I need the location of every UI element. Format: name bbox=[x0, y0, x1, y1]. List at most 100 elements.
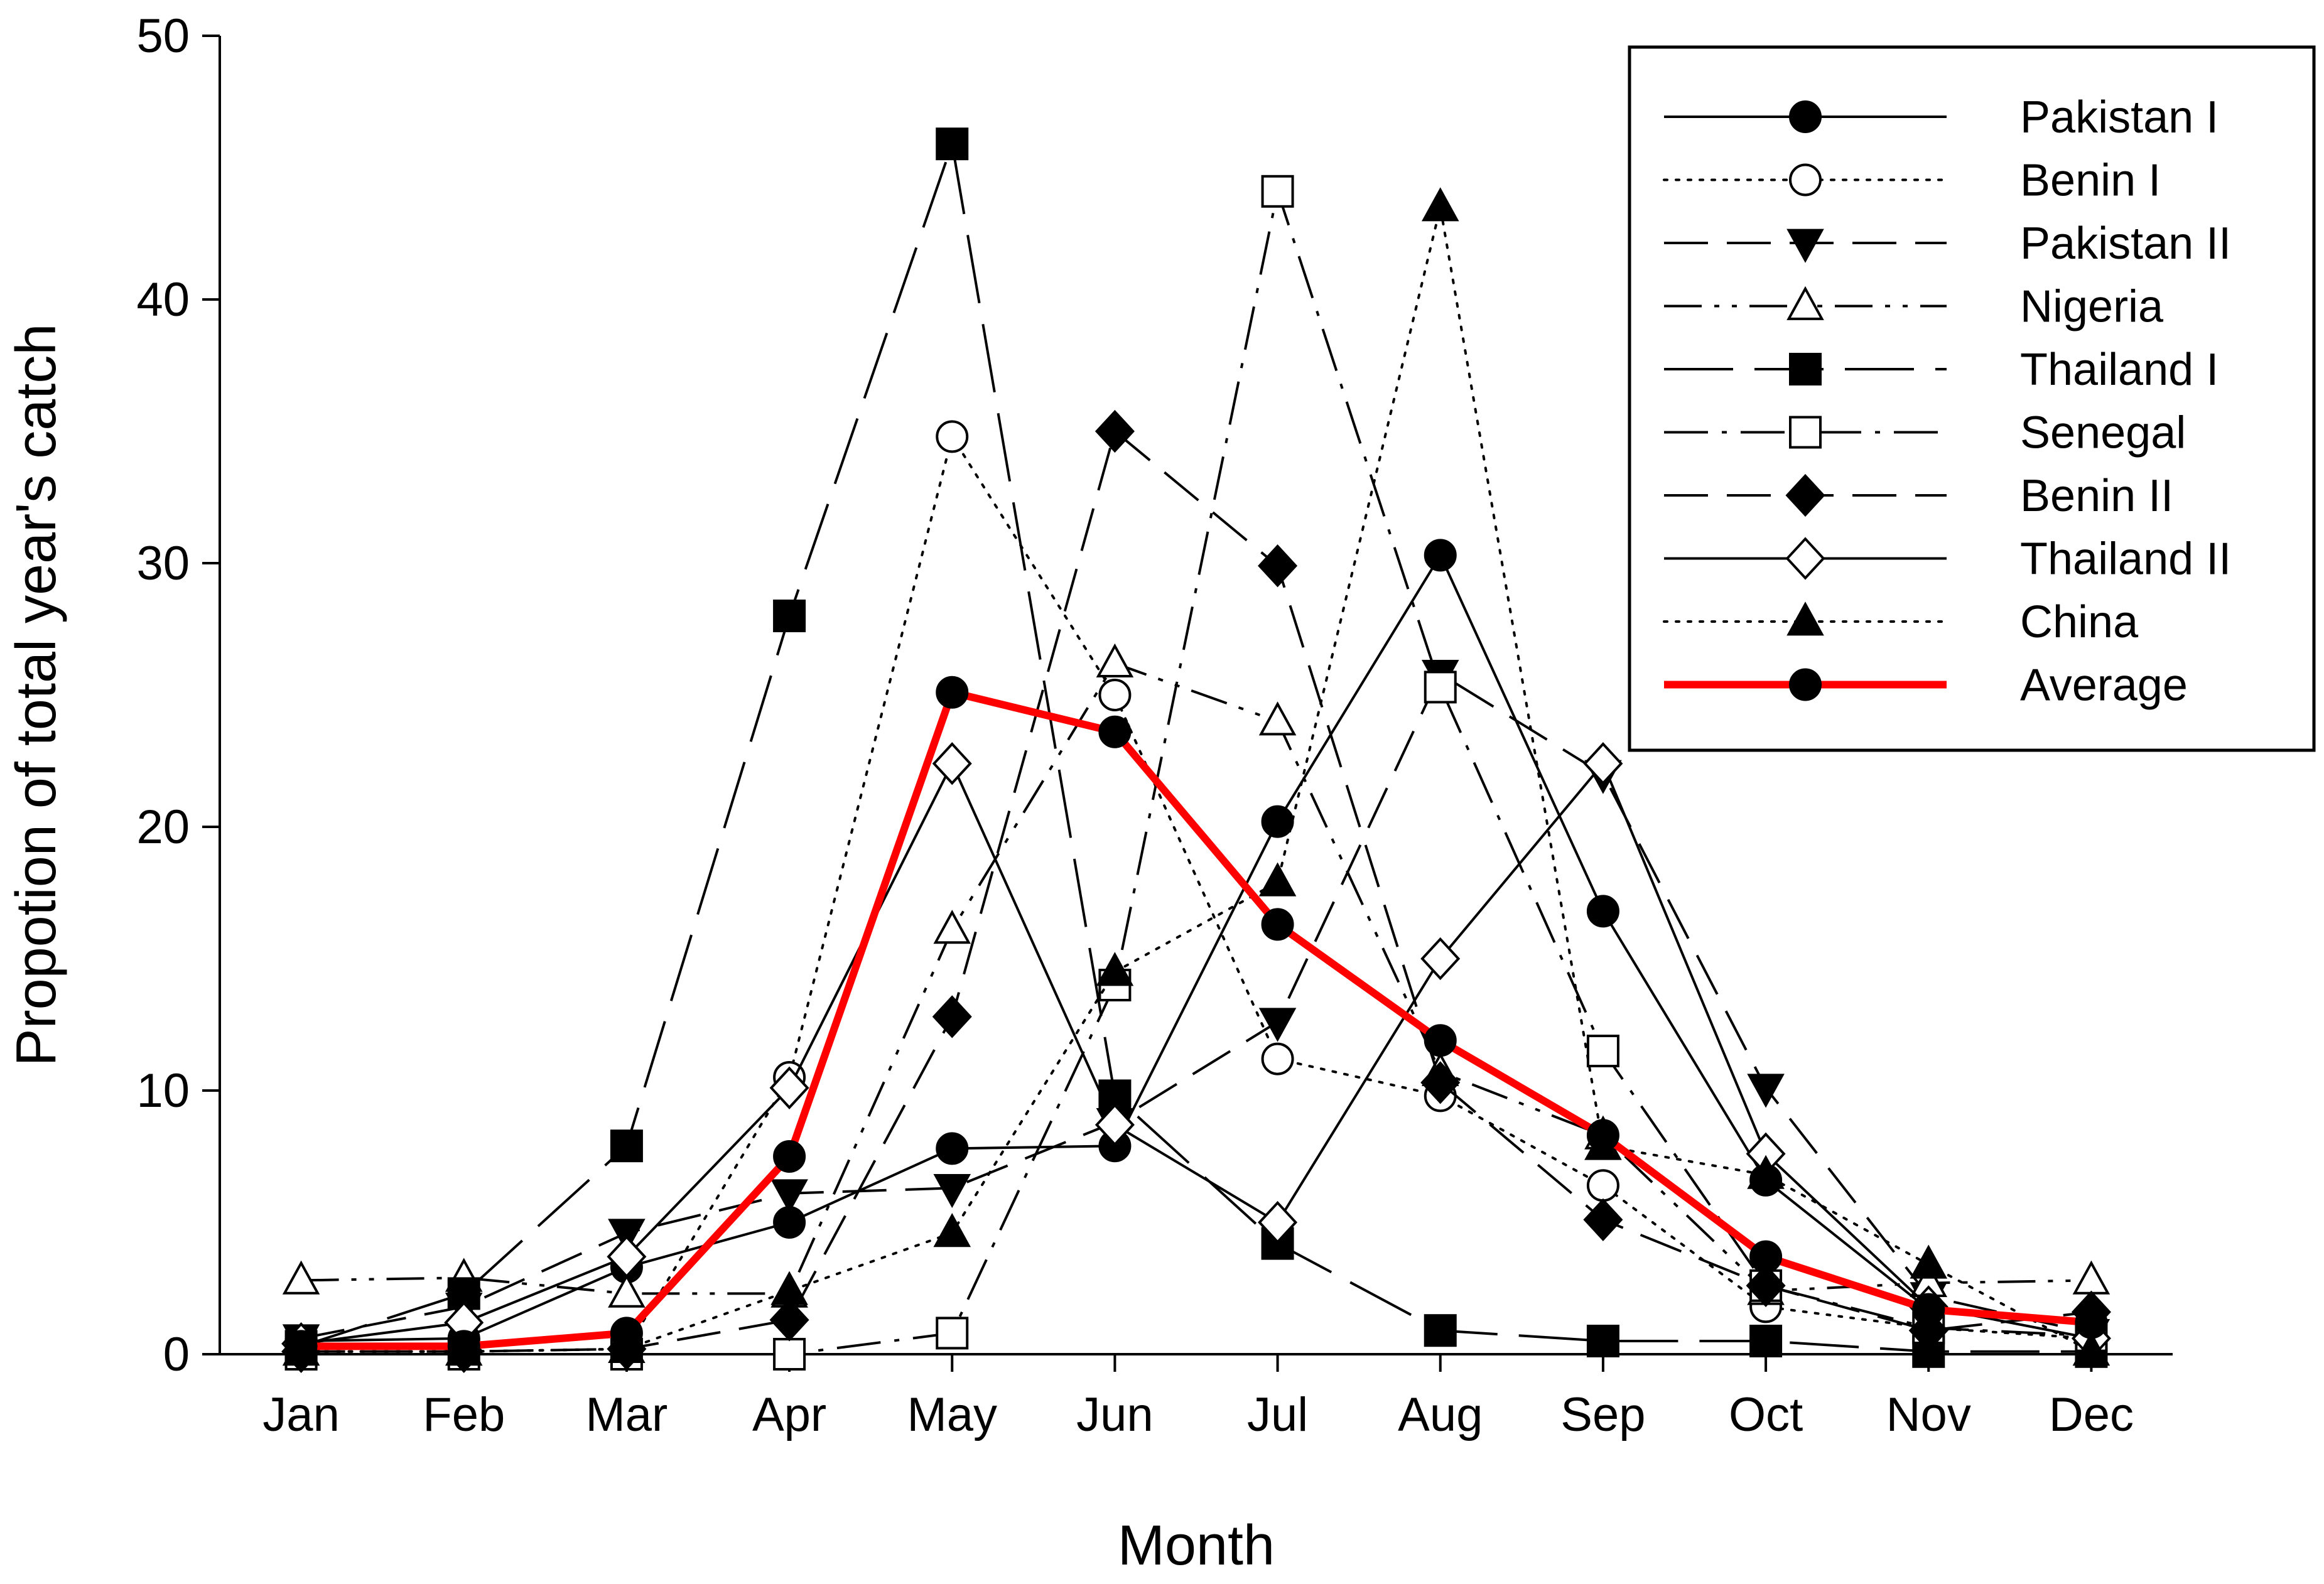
data-point bbox=[608, 1219, 646, 1253]
data-point bbox=[936, 1132, 969, 1165]
series-line bbox=[301, 554, 2092, 1342]
y-tick-label: 50 bbox=[136, 9, 190, 63]
data-point bbox=[1749, 1240, 1783, 1273]
legend-label: Senegal bbox=[2020, 408, 2186, 458]
data-point bbox=[2072, 1260, 2111, 1295]
series-line bbox=[301, 662, 2092, 1295]
data-point bbox=[773, 600, 806, 632]
data-point bbox=[2072, 1332, 2111, 1366]
legend-label: Nigeria bbox=[2020, 282, 2164, 332]
legend-box bbox=[1628, 45, 2316, 752]
legend-label: Thailand I bbox=[2020, 345, 2219, 395]
data-point bbox=[1424, 671, 1457, 704]
legend-marker bbox=[1785, 537, 1825, 580]
data-point bbox=[1747, 1155, 1785, 1189]
series-thailand-ii bbox=[281, 742, 2111, 1366]
data-point bbox=[770, 1271, 808, 1305]
data-point bbox=[770, 1179, 808, 1214]
legend-label: Benin I bbox=[2020, 156, 2161, 206]
data-point bbox=[773, 1338, 806, 1371]
x-tick-label: Feb bbox=[423, 1388, 505, 1441]
data-point bbox=[607, 1235, 647, 1278]
data-point bbox=[1424, 1314, 1457, 1347]
legend-item: Pakistan II bbox=[1664, 218, 2231, 269]
legend-item: Benin I bbox=[1663, 156, 2161, 206]
data-point bbox=[933, 1213, 971, 1247]
x-tick-label: Nov bbox=[1886, 1388, 1971, 1441]
data-point bbox=[1586, 1169, 1619, 1202]
legend-item: China bbox=[1663, 597, 2139, 647]
legend-label: Benin II bbox=[2020, 471, 2173, 521]
y-tick-label: 10 bbox=[136, 1064, 190, 1118]
data-point bbox=[1261, 175, 1294, 208]
x-tick-label: Jun bbox=[1076, 1388, 1154, 1441]
data-point bbox=[1586, 895, 1619, 928]
legend-item: Senegal bbox=[1664, 408, 2186, 458]
data-point bbox=[1910, 1244, 1948, 1279]
y-axis-title: Propotion of total year's catch bbox=[5, 324, 68, 1067]
legend-item: Benin II bbox=[1664, 471, 2173, 521]
data-point bbox=[936, 676, 969, 709]
data-point bbox=[936, 420, 969, 453]
series-average bbox=[284, 676, 2108, 1363]
data-point bbox=[1749, 1325, 1783, 1357]
data-point bbox=[1586, 1119, 1619, 1152]
data-point bbox=[1258, 1008, 1297, 1042]
data-point bbox=[1261, 908, 1294, 941]
series-pakistan-ii bbox=[282, 660, 2111, 1359]
data-point bbox=[769, 1066, 809, 1109]
data-point bbox=[1586, 1035, 1619, 1067]
legend-label: Pakistan I bbox=[2020, 92, 2219, 143]
legend-marker bbox=[1789, 353, 1822, 385]
data-point bbox=[1261, 1042, 1294, 1075]
data-point bbox=[1420, 937, 1461, 981]
legend-marker bbox=[1789, 163, 1822, 197]
legend: Pakistan I Benin I Pakistan II Nigeria Thail… bbox=[1628, 45, 2316, 752]
x-tick-label: Sep bbox=[1560, 1388, 1645, 1441]
data-point bbox=[932, 995, 972, 1038]
data-point bbox=[1094, 1103, 1135, 1146]
series-line bbox=[301, 672, 2092, 1340]
data-point bbox=[932, 742, 972, 785]
legend-marker bbox=[1789, 416, 1822, 449]
x-tick-label: Dec bbox=[2049, 1388, 2134, 1441]
x-tick-label: May bbox=[907, 1388, 997, 1441]
x-tick-label: Aug bbox=[1398, 1388, 1483, 1441]
data-point bbox=[773, 1140, 806, 1173]
data-point bbox=[1098, 679, 1132, 711]
legend-marker bbox=[1785, 473, 1825, 517]
series-line bbox=[300, 206, 2093, 1353]
data-point bbox=[1096, 643, 1134, 677]
data-point bbox=[284, 1330, 318, 1363]
data-point bbox=[1747, 1074, 1785, 1108]
data-point bbox=[936, 1317, 969, 1350]
legend-item: Thailand I bbox=[1664, 345, 2219, 395]
data-point bbox=[769, 1298, 809, 1342]
series-line bbox=[301, 430, 2092, 1353]
x-tick-label: Mar bbox=[585, 1388, 667, 1441]
data-point bbox=[936, 127, 969, 161]
data-point bbox=[447, 1330, 480, 1363]
legend-label: China bbox=[2020, 597, 2139, 647]
series-layer bbox=[281, 127, 2111, 1373]
data-point bbox=[933, 910, 971, 944]
data-point bbox=[1258, 544, 1298, 588]
data-point bbox=[610, 1129, 643, 1163]
x-axis-title: Month bbox=[1118, 1514, 1275, 1577]
data-point bbox=[1424, 1024, 1457, 1057]
legend-item: Pakistan I bbox=[1664, 92, 2219, 143]
legend-item: Thailand II bbox=[1664, 534, 2231, 585]
series-line bbox=[300, 143, 2092, 1353]
data-point bbox=[933, 1174, 971, 1209]
y-tick-label: 40 bbox=[136, 273, 190, 326]
data-point bbox=[1583, 1198, 1623, 1241]
y-tick-label: 20 bbox=[136, 800, 190, 854]
x-tick-label: Jan bbox=[262, 1388, 340, 1441]
legend-marker bbox=[1786, 229, 1824, 263]
data-point bbox=[1258, 701, 1297, 736]
data-point bbox=[282, 1260, 320, 1295]
data-point bbox=[1096, 952, 1134, 986]
data-point bbox=[608, 1273, 646, 1308]
data-point bbox=[1583, 742, 1623, 785]
